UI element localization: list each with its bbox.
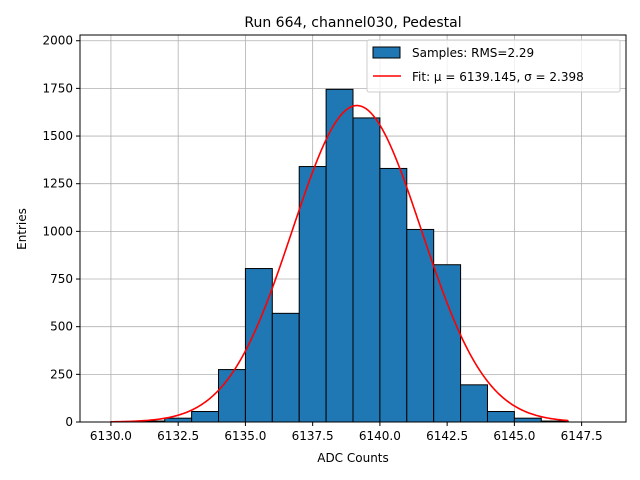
x-tick-label: 6142.5	[426, 429, 468, 443]
x-tick-label: 6130.0	[90, 429, 132, 443]
legend: Samples: RMS=2.29 Fit: μ = 6139.145, σ =…	[366, 39, 621, 93]
x-tick-label: 6145.0	[493, 429, 535, 443]
histogram-bar	[486, 411, 515, 423]
x-tick-label: 6137.5	[292, 429, 334, 443]
x-tick-label: 6132.5	[157, 429, 199, 443]
y-tick-label: 500	[50, 320, 73, 334]
y-tick-label: 1750	[42, 81, 73, 95]
x-tick-label: 6135.0	[224, 429, 266, 443]
y-axis-ticks: 0 250 500 750 1000 1250 1500 1750 2000	[42, 34, 80, 429]
histogram-bar	[218, 369, 246, 423]
y-tick-label: 1500	[42, 129, 73, 143]
histogram-bars	[110, 88, 569, 423]
y-tick-label: 750	[50, 272, 73, 286]
axes-frame	[79, 34, 627, 423]
histogram-bar	[406, 228, 435, 423]
chart-title: Run 664, channel030, Pedestal	[244, 15, 461, 31]
y-tick-label: 250	[50, 367, 73, 381]
gaussian-fit-curve	[110, 104, 569, 423]
histogram-bar	[352, 117, 381, 423]
histogram-bar	[379, 167, 408, 423]
legend-samples-label: Samples: RMS=2.29	[412, 46, 534, 60]
histogram-bar	[460, 384, 488, 423]
histogram-bar	[271, 312, 300, 423]
legend-samples-swatch	[372, 46, 401, 59]
histogram-bar	[298, 166, 327, 423]
y-tick-label: 0	[65, 415, 73, 429]
y-tick-label: 1250	[42, 177, 73, 191]
x-tick-label: 6147.5	[561, 429, 603, 443]
gaussian-fit-layer	[110, 104, 569, 423]
x-axis-ticks: 6130.0 6132.5 6135.0 6137.5 6140.0 6142.5 6145…	[90, 422, 603, 443]
legend-fit-label: Fit: μ = 6139.145, σ = 2.398	[412, 70, 584, 84]
x-axis-label: ADC Counts	[317, 451, 389, 465]
histogram-bar	[191, 411, 220, 423]
histogram-bar	[513, 417, 542, 423]
y-axis-label: Entries	[15, 208, 29, 250]
y-tick-label: 1000	[42, 224, 73, 238]
histogram-bar	[164, 417, 193, 423]
histogram-bar	[244, 268, 273, 423]
legend-box	[366, 39, 621, 93]
histogram-bar	[433, 264, 462, 423]
y-tick-label: 2000	[42, 34, 73, 48]
x-tick-label: 6140.0	[359, 429, 401, 443]
histogram-bar	[325, 88, 354, 423]
